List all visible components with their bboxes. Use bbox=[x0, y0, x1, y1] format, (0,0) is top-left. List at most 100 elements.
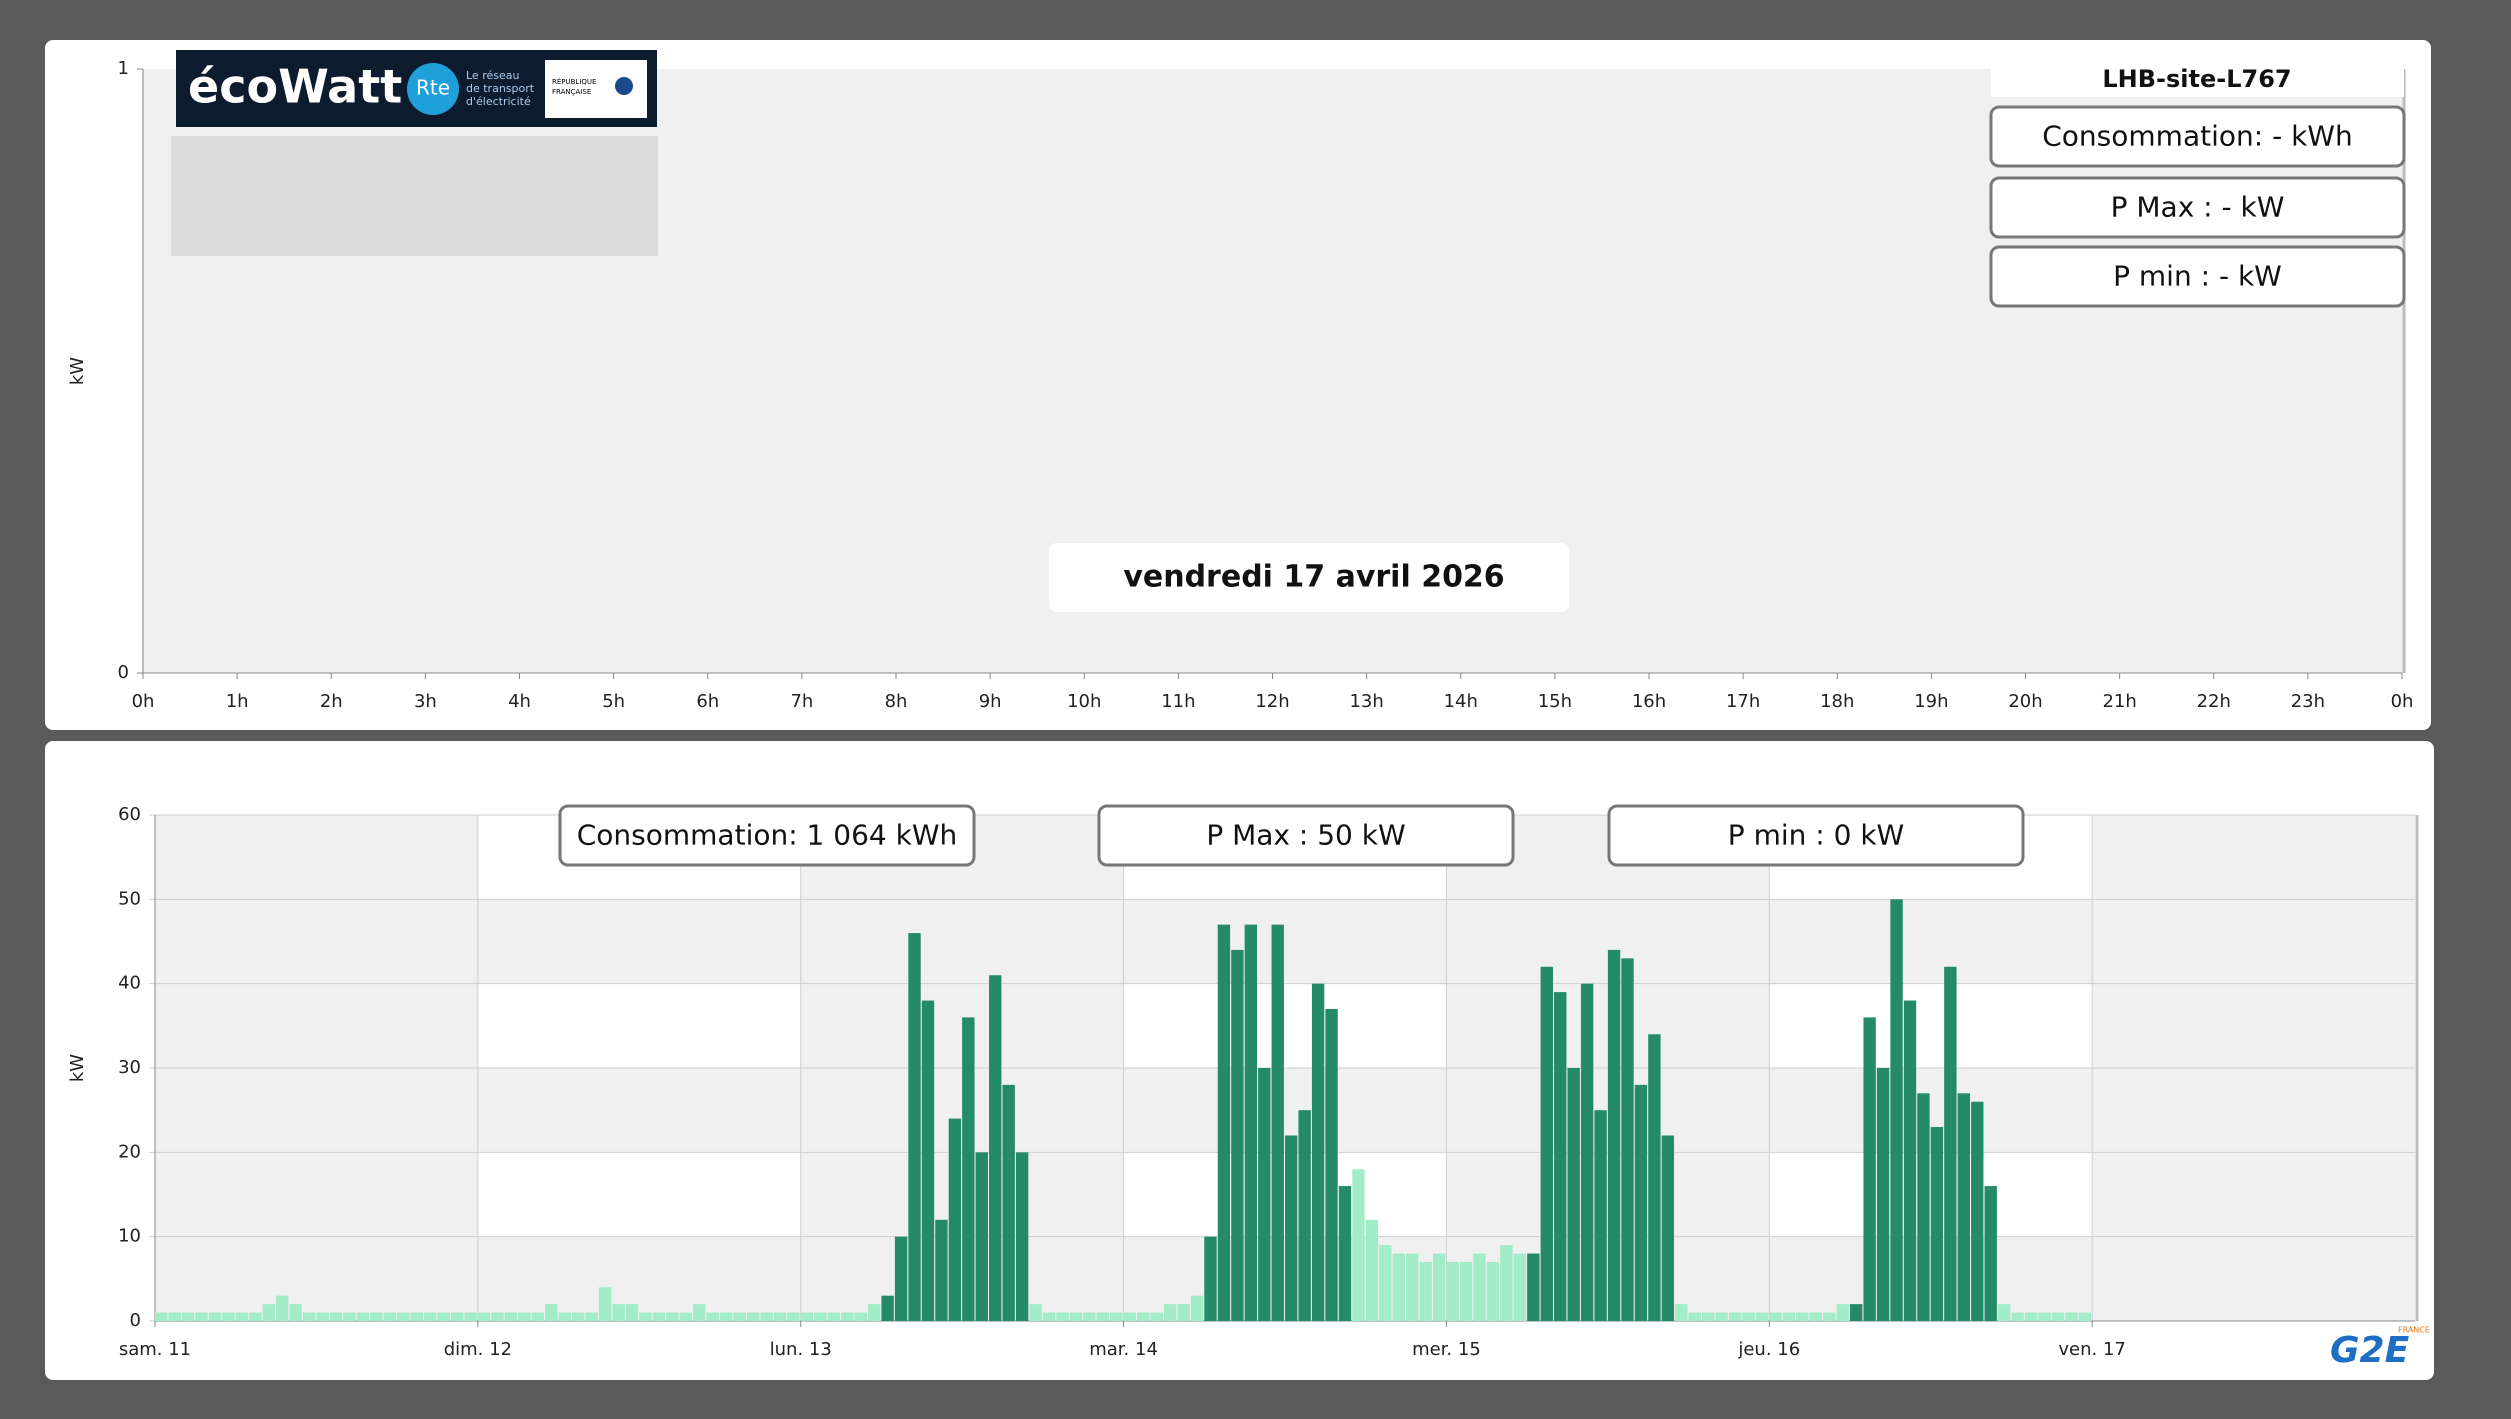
stat-box bbox=[1989, 176, 2406, 239]
rte-text: Rte bbox=[416, 76, 450, 100]
bar bbox=[222, 1312, 235, 1321]
bar bbox=[1231, 949, 1244, 1321]
bar bbox=[1809, 1312, 1823, 1321]
bar bbox=[1527, 1253, 1540, 1321]
plot-band bbox=[477, 1152, 801, 1237]
bar bbox=[1688, 1312, 1701, 1321]
bar bbox=[464, 1312, 477, 1321]
bar bbox=[1513, 1253, 1527, 1321]
bar bbox=[1311, 983, 1325, 1321]
x-tick-label: 3h bbox=[414, 691, 437, 712]
y-tick-label: 20 bbox=[118, 1141, 141, 1162]
stat-box bbox=[558, 804, 976, 867]
bar bbox=[2065, 1312, 2078, 1321]
bar bbox=[1836, 1304, 1849, 1321]
bar bbox=[1419, 1261, 1432, 1321]
bar bbox=[1876, 1068, 1890, 1321]
bar bbox=[329, 1312, 343, 1321]
ecowatt-days bbox=[171, 136, 658, 256]
bar bbox=[814, 1312, 827, 1321]
bar bbox=[1715, 1312, 1728, 1321]
x-tick-label: 1h bbox=[226, 691, 249, 712]
bar bbox=[410, 1312, 423, 1321]
x-tick-label: 7h bbox=[790, 691, 813, 712]
bar bbox=[773, 1312, 787, 1321]
stat-text: P min : 0 kW bbox=[1728, 819, 1904, 852]
republic-text: FRANÇAISE bbox=[552, 88, 591, 96]
bar bbox=[249, 1312, 262, 1321]
x-tick-label: 17h bbox=[1726, 691, 1760, 712]
bar bbox=[706, 1312, 719, 1321]
bar bbox=[1285, 1135, 1298, 1321]
x-tick-label: 12h bbox=[1255, 691, 1289, 712]
site-name: LHB-site-L767 bbox=[2102, 65, 2291, 93]
bar bbox=[437, 1312, 450, 1321]
stat-text: P Max : - kW bbox=[2111, 191, 2285, 224]
bar bbox=[1177, 1304, 1190, 1321]
bar bbox=[1755, 1312, 1769, 1321]
x-tick-label: 6h bbox=[696, 691, 719, 712]
bar bbox=[168, 1312, 181, 1321]
bar bbox=[746, 1312, 760, 1321]
bar bbox=[450, 1312, 464, 1321]
ademe-logo bbox=[615, 77, 633, 95]
stat-text: Consommation: 1 064 kWh bbox=[577, 819, 958, 852]
bar bbox=[1325, 1008, 1338, 1321]
bar bbox=[545, 1304, 558, 1321]
bar bbox=[1298, 1110, 1311, 1321]
bar bbox=[1796, 1312, 1809, 1321]
bar bbox=[1540, 966, 1553, 1321]
bar bbox=[962, 1017, 975, 1321]
bar bbox=[1459, 1261, 1473, 1321]
bar bbox=[383, 1312, 397, 1321]
bar bbox=[935, 1219, 948, 1321]
bar bbox=[989, 975, 1002, 1321]
y-axis-label: kW bbox=[67, 357, 88, 385]
bar bbox=[1850, 1304, 1863, 1321]
x-tick-label: 2h bbox=[320, 691, 343, 712]
bar bbox=[1863, 1017, 1876, 1321]
bar bbox=[598, 1287, 612, 1321]
bar bbox=[1406, 1253, 1419, 1321]
rte-tagline: de transport bbox=[466, 82, 535, 95]
bar bbox=[854, 1312, 867, 1321]
bar bbox=[679, 1312, 693, 1321]
y-tick-label: 40 bbox=[118, 973, 141, 994]
bar bbox=[1258, 1068, 1271, 1321]
rte-tagline: d'électricité bbox=[466, 95, 531, 108]
bar bbox=[558, 1312, 571, 1321]
bar bbox=[760, 1312, 773, 1321]
bar bbox=[652, 1312, 666, 1321]
bar bbox=[1217, 924, 1231, 1321]
rte-logo bbox=[407, 63, 459, 115]
x-tick-label: 20h bbox=[2008, 691, 2042, 712]
bar bbox=[370, 1312, 383, 1321]
stat-text: P Max : 50 kW bbox=[1206, 819, 1405, 852]
bar bbox=[787, 1312, 800, 1321]
y-tick-label: 1 bbox=[118, 58, 129, 79]
bar bbox=[975, 1152, 988, 1321]
plot-band bbox=[1123, 983, 1447, 1068]
bar bbox=[1567, 1068, 1580, 1321]
bar bbox=[1042, 1312, 1056, 1321]
bar bbox=[1728, 1312, 1742, 1321]
bar bbox=[1271, 924, 1284, 1321]
x-tick-label: 15h bbox=[1538, 691, 1572, 712]
bar bbox=[504, 1312, 518, 1321]
bar bbox=[800, 1312, 814, 1321]
bar bbox=[1594, 1110, 1607, 1321]
bar bbox=[720, 1312, 733, 1321]
bar bbox=[881, 1295, 894, 1321]
bar bbox=[1607, 949, 1621, 1321]
bar bbox=[1930, 1127, 1944, 1321]
bar bbox=[1984, 1186, 1997, 1321]
bar bbox=[181, 1312, 195, 1321]
site-box bbox=[1991, 64, 2404, 97]
bar bbox=[1204, 1236, 1217, 1321]
bar bbox=[921, 1000, 935, 1321]
bar bbox=[908, 933, 921, 1321]
bar bbox=[1083, 1312, 1096, 1321]
bar bbox=[477, 1312, 491, 1321]
bar bbox=[1675, 1304, 1688, 1321]
